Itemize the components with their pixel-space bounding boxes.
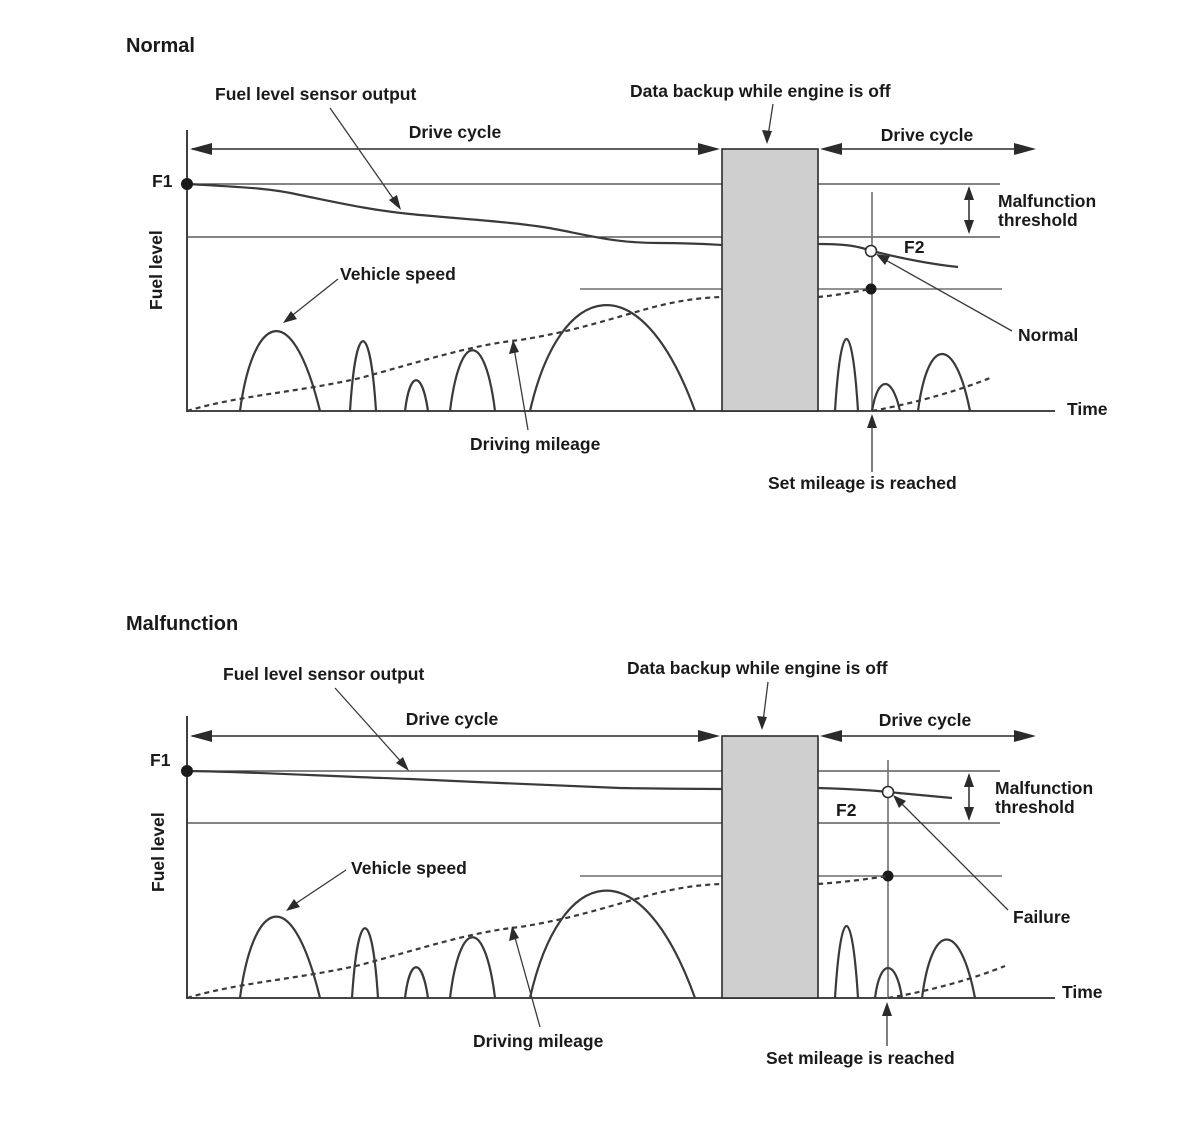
engine-off-backup-period bbox=[721, 148, 819, 412]
pointer-line bbox=[513, 933, 541, 1028]
vehicle-speed-curve bbox=[448, 936, 497, 999]
vehicle-speed-curve bbox=[238, 330, 322, 412]
drive-cycle-label: Drive cycle bbox=[881, 125, 974, 145]
f2-label: F2 bbox=[836, 800, 857, 820]
panel-title: Normal bbox=[126, 35, 195, 57]
y-axis-label: Fuel level bbox=[146, 230, 166, 310]
driving-mileage-curve bbox=[817, 874, 889, 886]
f1-label: F1 bbox=[152, 171, 173, 191]
pointer-line bbox=[334, 687, 405, 766]
vehicle-speed-curve bbox=[528, 889, 697, 999]
threshold-label: threshold bbox=[998, 210, 1078, 230]
vehicle-speed-curve bbox=[920, 938, 977, 999]
engine-off-backup-period bbox=[721, 735, 819, 999]
f2-point bbox=[881, 785, 895, 799]
backup-label: Data backup while engine is off bbox=[627, 658, 888, 678]
vehicle-speed-label: Vehicle speed bbox=[351, 858, 467, 878]
vehicle-speed-curve bbox=[448, 349, 497, 412]
pointer-line bbox=[767, 103, 774, 137]
backup-label: Data backup while engine is off bbox=[630, 81, 891, 101]
f1-point bbox=[181, 178, 193, 190]
driving-mileage-curve bbox=[186, 882, 721, 1000]
driving-mileage-curve bbox=[186, 295, 721, 413]
time-axis-label: Time bbox=[1062, 982, 1103, 1002]
pointer-line bbox=[513, 347, 529, 431]
vehicle-speed-curve bbox=[833, 338, 860, 412]
vehicle-speed-curve bbox=[403, 966, 430, 999]
fuel-sensor-output-curve bbox=[817, 242, 959, 269]
set-mileage-point bbox=[865, 283, 877, 295]
result-label: Normal bbox=[1018, 325, 1078, 345]
driving-mileage-curve bbox=[871, 376, 991, 413]
result-label: Failure bbox=[1013, 907, 1071, 927]
time-axis-label: Time bbox=[1067, 399, 1108, 419]
driving-mileage-curve bbox=[887, 964, 1006, 1000]
vehicle-speed-curve bbox=[238, 915, 322, 999]
pointer-line bbox=[897, 799, 1009, 911]
sensor-output-label: Fuel level sensor output bbox=[223, 664, 424, 684]
vehicle-speed-label: Vehicle speed bbox=[340, 264, 456, 284]
vehicle-speed-curve bbox=[403, 379, 430, 412]
malfunction-panel: Malfunction Drive cycle Drive cycle Malf… bbox=[126, 613, 1103, 1068]
pointer-line bbox=[881, 257, 1013, 332]
vehicle-speed-curve bbox=[870, 382, 902, 412]
drive-cycle-label: Drive cycle bbox=[879, 710, 972, 730]
driving-mileage-curve bbox=[817, 287, 872, 299]
driving-mileage-label: Driving mileage bbox=[473, 1031, 604, 1051]
y-axis-label: Fuel level bbox=[148, 812, 168, 892]
normal-panel: Normal Drive cycle Drive cycle Malfuncti… bbox=[126, 35, 1108, 493]
fuel-sensor-output-curve bbox=[186, 769, 723, 791]
drive-cycle-label: Drive cycle bbox=[409, 122, 502, 142]
set-mileage-point bbox=[882, 870, 894, 882]
driving-mileage-label: Driving mileage bbox=[470, 434, 601, 454]
vehicle-speed-curve bbox=[350, 927, 380, 999]
set-mileage-label: Set mileage is reached bbox=[766, 1048, 955, 1068]
vehicle-speed-curve bbox=[873, 966, 904, 999]
f2-label: F2 bbox=[904, 237, 925, 257]
f1-point bbox=[181, 765, 193, 777]
panel-title: Malfunction bbox=[126, 613, 238, 635]
set-mileage-label: Set mileage is reached bbox=[768, 473, 957, 493]
f2-point bbox=[864, 244, 878, 258]
f1-label: F1 bbox=[150, 750, 171, 770]
threshold-label: threshold bbox=[995, 797, 1075, 817]
vehicle-speed-curve bbox=[348, 340, 378, 412]
drive-cycle-label: Drive cycle bbox=[406, 709, 499, 729]
fuel-sensor-output-curve bbox=[186, 182, 723, 247]
vehicle-speed-curve bbox=[916, 352, 972, 412]
pointer-line bbox=[762, 681, 769, 723]
threshold-label: Malfunction bbox=[998, 191, 1096, 211]
pointer-line bbox=[288, 278, 339, 319]
vehicle-speed-curve bbox=[833, 925, 860, 999]
pointer-line bbox=[329, 107, 398, 205]
vehicle-speed-curve bbox=[528, 304, 697, 412]
threshold-label: Malfunction bbox=[995, 778, 1093, 798]
pointer-line bbox=[291, 869, 347, 907]
sensor-output-label: Fuel level sensor output bbox=[215, 84, 416, 104]
